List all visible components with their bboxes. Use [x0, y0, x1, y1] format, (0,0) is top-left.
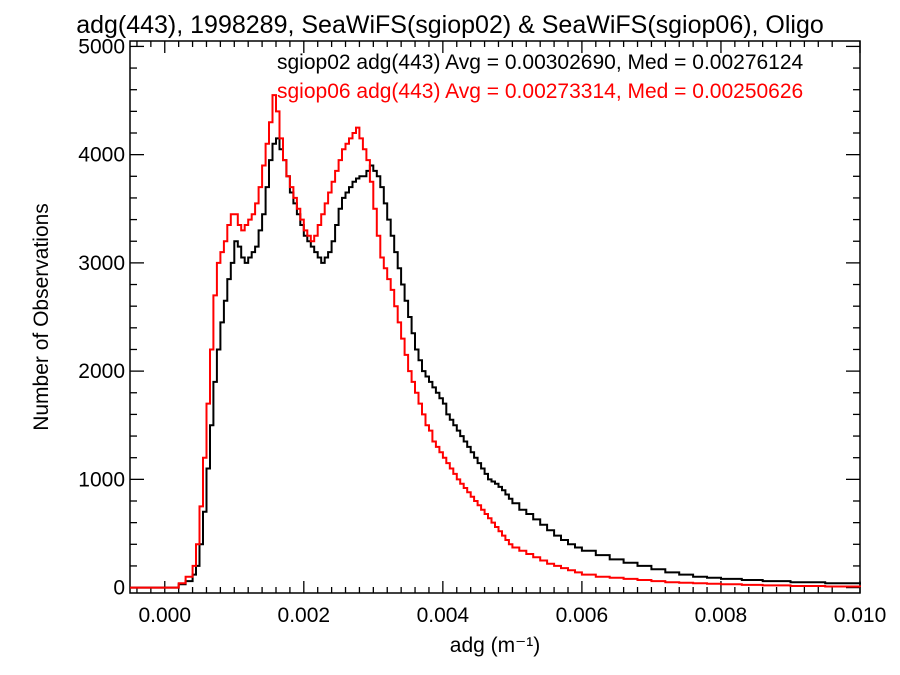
axis-ticks — [130, 41, 861, 593]
y-tick-label: 1000 — [78, 468, 125, 491]
y-tick-label: 0 — [113, 577, 125, 600]
series-line-sgiop06 — [130, 94, 861, 589]
series-lines — [130, 94, 861, 589]
legend-entry-sgiop02: sgiop02 adg(443) Avg = 0.00302690, Med =… — [277, 51, 804, 74]
x-axis-label: adg (m⁻¹) — [450, 634, 540, 657]
y-tick-label: 3000 — [78, 252, 125, 275]
x-tick-label: 0.008 — [695, 604, 748, 627]
y-tick-label: 5000 — [78, 35, 125, 58]
series-line-sgiop02 — [130, 137, 861, 589]
y-tick-label: 4000 — [78, 144, 125, 167]
legend-entry-sgiop06: sgiop06 adg(443) Avg = 0.00273314, Med =… — [277, 80, 803, 103]
x-tick-label: 0.000 — [138, 604, 191, 627]
x-tick-label: 0.004 — [417, 604, 470, 627]
axis-tick-labels: 0.000 0.002 0.004 0.006 0.008 0.010 0 1000 2000 3… — [78, 35, 886, 627]
x-tick-label: 0.006 — [556, 604, 609, 627]
x-tick-label: 0.010 — [834, 604, 887, 627]
chart-title: adg(443), 1998289, SeaWiFS(sgiop02) & Se… — [76, 11, 824, 39]
plot-frame — [129, 40, 861, 594]
y-tick-label: 2000 — [78, 360, 125, 383]
y-axis-label: Number of Observations — [30, 203, 53, 431]
x-tick-label: 0.002 — [278, 604, 331, 627]
